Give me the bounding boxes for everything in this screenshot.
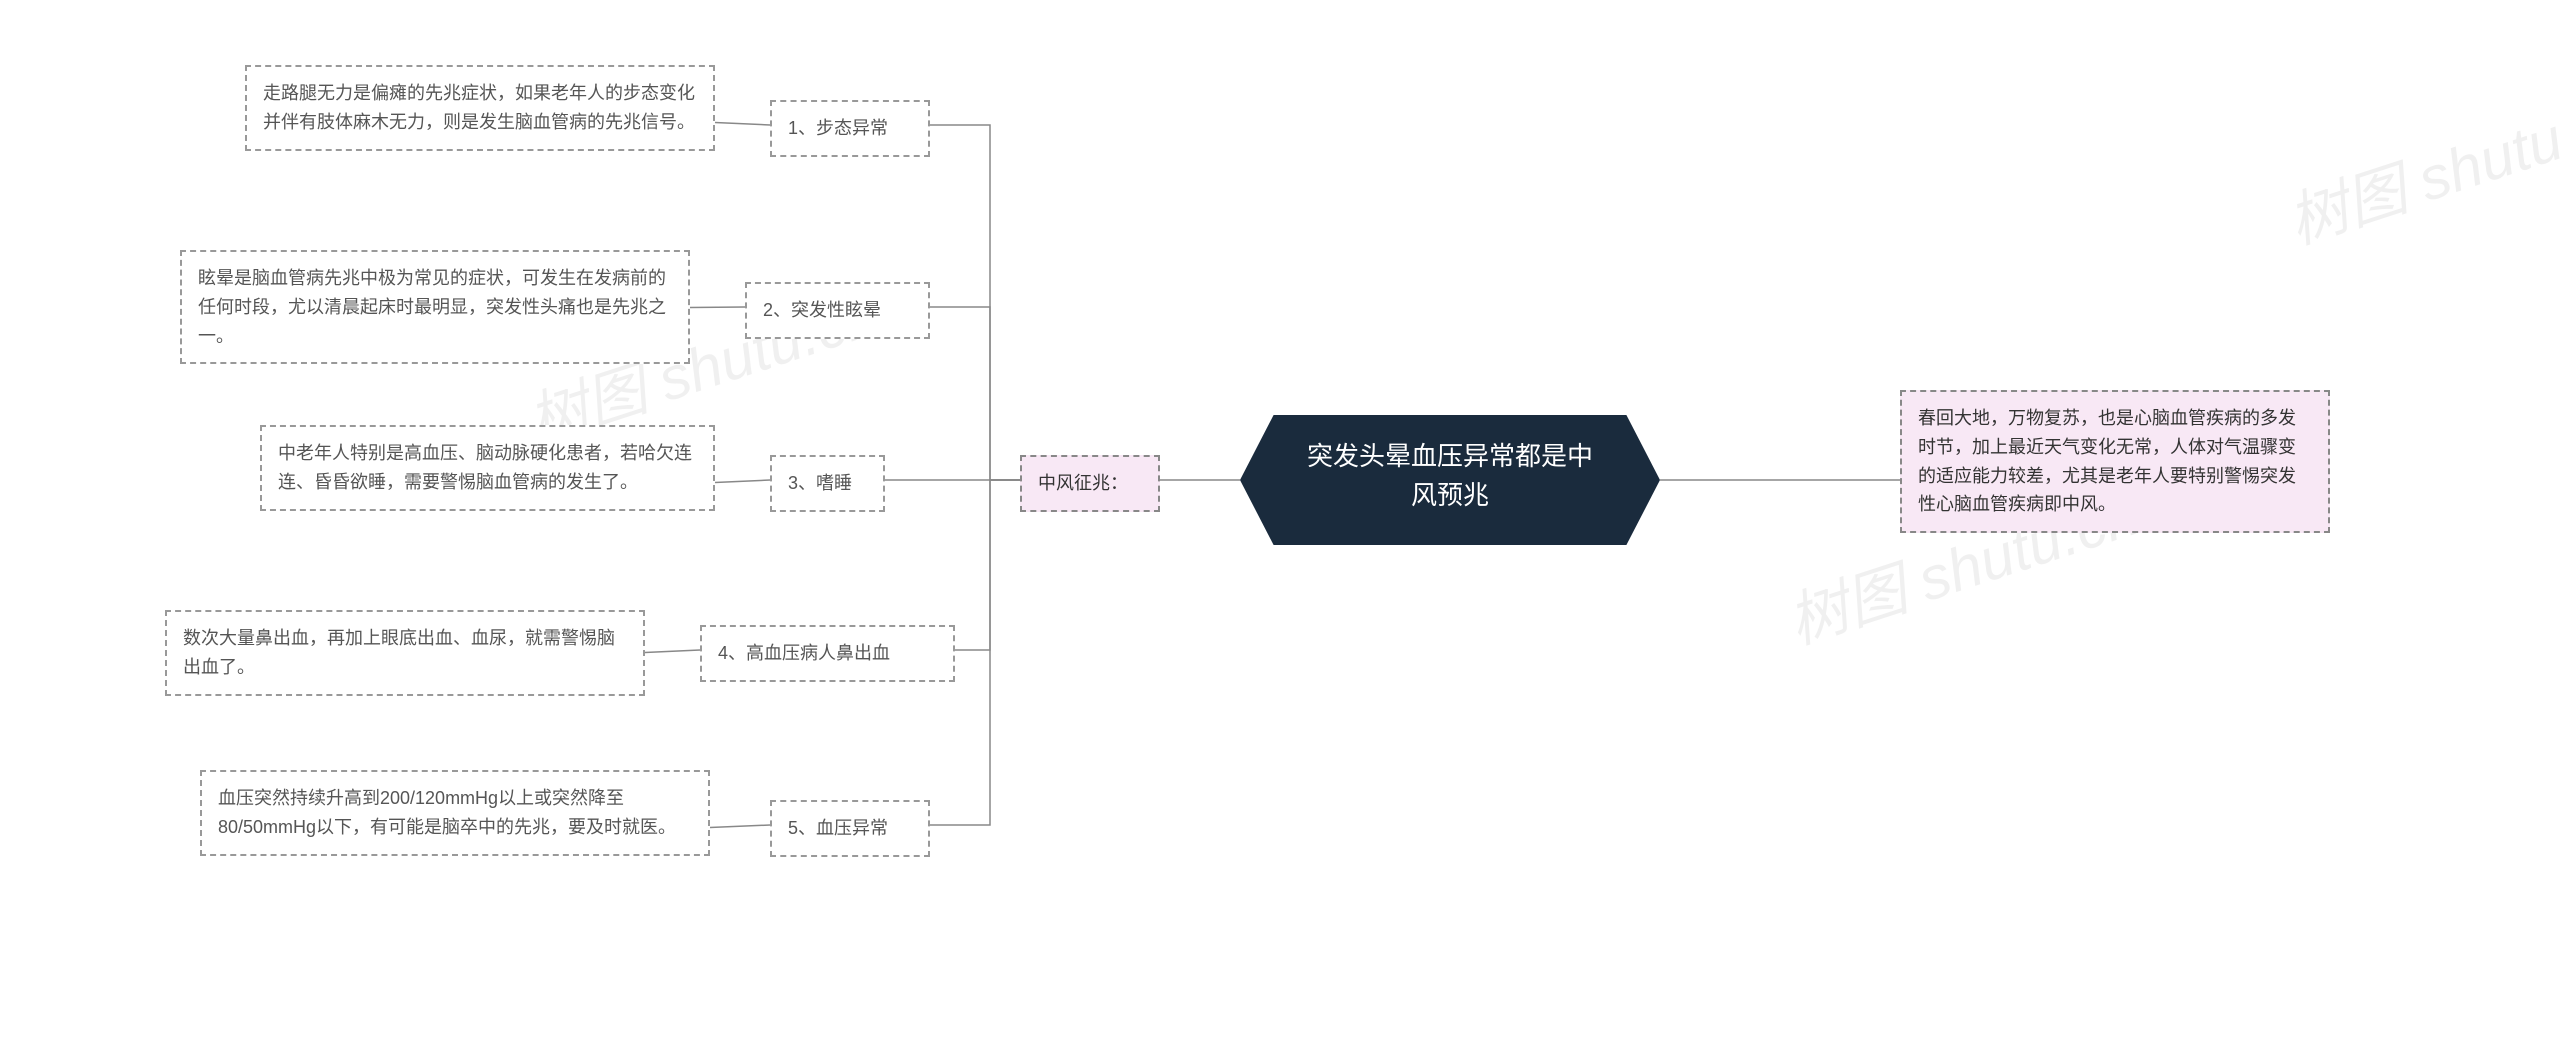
center-node: 突发头晕血压异常都是中 风预兆 [1240,415,1660,545]
center-line2: 风预兆 [1260,476,1640,515]
sign-desc-5: 血压突然持续升高到200/120mmHg以上或突然降至80/50mmHg以下，有… [200,770,710,856]
watermark-3: 树图 shutu.cn [2275,66,2560,261]
sign-label-1: 1、步态异常 [770,100,930,157]
right-summary: 春回大地，万物复苏，也是心脑血管疾病的多发时节，加上最近天气变化无常，人体对气温… [1900,390,2330,533]
sign-label-3: 3、嗜睡 [770,455,885,512]
sign-desc-2: 眩晕是脑血管病先兆中极为常见的症状，可发生在发病前的任何时段，尤以清晨起床时最明… [180,250,690,364]
center-line1: 突发头晕血压异常都是中 [1260,437,1640,476]
sign-desc-1: 走路腿无力是偏瘫的先兆症状，如果老年人的步态变化并伴有肢体麻木无力，则是发生脑血… [245,65,715,151]
sign-desc-4: 数次大量鼻出血，再加上眼底出血、血尿，就需警惕脑出血了。 [165,610,645,696]
sign-label-2: 2、突发性眩晕 [745,282,930,339]
sign-desc-3: 中老年人特别是高血压、脑动脉硬化患者，若哈欠连连、昏昏欲睡，需要警惕脑血管病的发… [260,425,715,511]
left-hub: 中风征兆： [1020,455,1160,512]
sign-label-5: 5、血压异常 [770,800,930,857]
sign-label-4: 4、高血压病人鼻出血 [700,625,955,682]
